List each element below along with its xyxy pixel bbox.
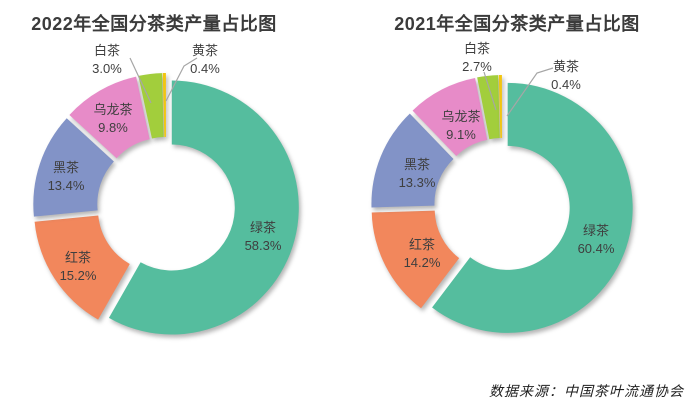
slice-white-tea	[477, 75, 500, 140]
slice-value-yellow-tea: 0.4%	[190, 61, 220, 76]
slice-name-oolong-tea: 乌龙茶	[93, 102, 132, 117]
slice-name-dark-tea: 黑茶	[53, 160, 79, 175]
chart-title-2021: 2021年全国分茶类产量占比图	[394, 14, 640, 34]
slice-name-dark-tea: 黑茶	[404, 157, 430, 172]
slice-value-dark-tea: 13.4%	[48, 178, 85, 193]
chart-2022: 2022年全国分茶类产量占比图 绿茶 58.3% 红茶 15.2% 黑茶 13.4% 乌龙茶…	[0, 0, 343, 411]
source-note: 数据来源：中国茶叶流通协会	[489, 385, 684, 400]
slice-oolong-tea	[412, 78, 488, 156]
slice-yellow-tea	[498, 75, 502, 139]
slice-oolong-tea	[69, 76, 150, 159]
chart-2021: 2021年全国分茶类产量占比图 绿茶 60.4% 红茶 14.2% 黑茶 13.3% 乌龙茶…	[344, 0, 687, 411]
slice-name-white-tea: 白茶	[94, 43, 120, 58]
slice-name-yellow-tea: 黄茶	[192, 43, 218, 58]
slice-value-oolong-tea: 9.8%	[98, 120, 128, 135]
slice-value-green-tea: 60.4%	[578, 241, 615, 256]
slice-black-tea	[371, 210, 460, 309]
slice-dark-tea	[371, 113, 454, 208]
slice-name-green-tea: 绿茶	[250, 220, 276, 235]
slice-name-yellow-tea: 黄茶	[553, 59, 579, 74]
leader-line-yellow-tea	[165, 57, 198, 102]
donut-chart-2022: 绿茶 58.3% 红茶 15.2% 黑茶 13.4% 乌龙茶 9.8% 白茶 3.0% 黄茶 0.4%	[33, 43, 299, 335]
slice-value-dark-tea: 13.3%	[399, 175, 436, 190]
slice-yellow-tea	[162, 73, 166, 138]
slice-name-black-tea: 红茶	[409, 237, 435, 252]
slice-value-oolong-tea: 9.1%	[446, 127, 476, 142]
leader-line-yellow-tea	[506, 67, 554, 117]
slice-black-tea	[34, 215, 130, 320]
slice-dark-tea	[33, 118, 114, 217]
slice-name-black-tea: 红茶	[65, 250, 91, 265]
slice-name-oolong-tea: 乌龙茶	[441, 109, 480, 124]
leader-line-white-tea	[483, 71, 497, 111]
chart-title-2022: 2022年全国分茶类产量占比图	[31, 14, 277, 34]
leader-line-white-tea	[129, 57, 152, 104]
slice-value-black-tea: 14.2%	[404, 255, 441, 270]
donut-chart-2021: 绿茶 60.4% 红茶 14.2% 黑茶 13.3% 乌龙茶 9.1% 白茶 2.7% 黄茶 0.4%	[371, 41, 633, 333]
slice-green-tea	[108, 80, 299, 335]
slice-value-green-tea: 58.3%	[245, 238, 282, 253]
slice-value-black-tea: 15.2%	[60, 268, 97, 283]
slice-green-tea	[432, 82, 633, 333]
slice-name-green-tea: 绿茶	[583, 223, 609, 238]
slice-value-white-tea: 3.0%	[92, 61, 122, 76]
slice-name-white-tea: 白茶	[464, 41, 490, 56]
slice-value-white-tea: 2.7%	[462, 59, 492, 74]
slice-value-yellow-tea: 0.4%	[551, 77, 581, 92]
